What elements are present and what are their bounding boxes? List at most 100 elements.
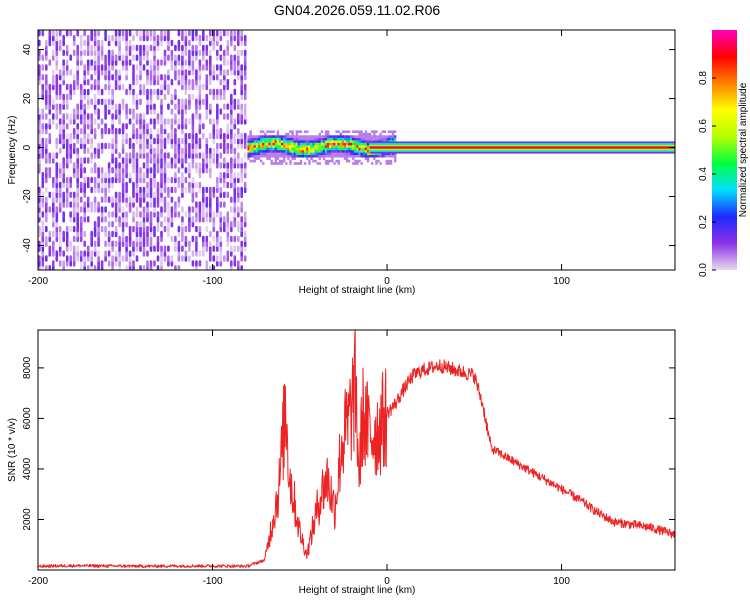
spectrogram-noise-cell: [223, 59, 226, 66]
spectrogram-signal-cell: [297, 145, 301, 148]
spectrogram-noise-cell: [132, 201, 135, 208]
spectrogram-noise-cell: [205, 201, 209, 208]
spectrogram-signal-cell: [293, 135, 296, 138]
spectrogram-noise-cell: [79, 83, 83, 91]
spectrogram-noise-cell: [69, 216, 72, 223]
spectrogram-noise-cell: [111, 221, 114, 228]
spectrogram-noise-cell: [111, 255, 114, 262]
spectrogram-noise-cell: [93, 49, 97, 56]
spectrogram-noise-cell: [114, 167, 118, 174]
spectrogram-noise-cell: [174, 176, 177, 184]
spectrogram-noise-cell: [195, 69, 198, 76]
spectrogram-noise-cell: [76, 132, 79, 140]
spectrogram-noise-cell: [121, 103, 125, 110]
spectrogram-noise-cell: [45, 39, 48, 47]
snr-series-line: [38, 330, 675, 569]
spectrogram-noise-cell: [52, 118, 55, 125]
spectrogram-noise-cell: [79, 137, 83, 145]
spectrogram-noise-cell: [45, 255, 48, 262]
spectrogram-signal-cell: [268, 135, 271, 138]
spectrogram-signal-cell: [385, 154, 388, 158]
spectrogram-signal-cell: [295, 140, 298, 143]
spectrogram-noise-cell: [202, 201, 205, 208]
spectrogram-signal-cell: [260, 159, 263, 163]
spectrogram-noise-cell: [93, 93, 97, 101]
spectrogram-noise-cell: [205, 59, 209, 66]
spectrogram-noise-cell: [230, 123, 233, 130]
spectrogram-noise-cell: [181, 176, 184, 184]
spectrogram-noise-cell: [233, 69, 237, 76]
spectrogram-noise-cell: [111, 181, 114, 189]
spectrogram-noise-cell: [48, 250, 52, 257]
spectrogram-signal-cell: [262, 147, 265, 151]
spectrogram-noise-cell: [181, 181, 184, 189]
spectrogram-signal-cell: [278, 147, 282, 151]
spectrogram-noise-cell: [219, 191, 223, 198]
spectrogram-signal-cell: [381, 135, 384, 138]
spectrogram-noise-cell: [125, 44, 128, 52]
spectrogram-signal-cell: [324, 135, 328, 138]
spectrogram-signal-cell: [337, 159, 340, 163]
spectrogram-noise-cell: [111, 88, 114, 96]
spectrogram-signal-cell: [362, 132, 365, 136]
spectrogram-noise-cell: [223, 103, 226, 110]
spectrogram-noise-cell: [160, 137, 163, 145]
spectrogram-noise-cell: [79, 128, 83, 135]
spectrogram-noise-cell: [181, 245, 184, 252]
spectrogram-noise-cell: [86, 69, 90, 76]
spectrogram-noise-cell: [41, 88, 45, 96]
spectrogram-noise-cell: [205, 196, 209, 203]
spectrogram-noise-cell: [240, 201, 243, 208]
spectrogram-noise-cell: [216, 123, 219, 130]
spectrogram-noise-cell: [209, 69, 212, 76]
spectrogram-noise-cell: [139, 137, 142, 145]
spectrogram-noise-cell: [125, 255, 128, 262]
spectrogram-noise-cell: [198, 142, 202, 150]
spectrogram-noise-cell: [45, 172, 48, 179]
spectrogram-noise-cell: [216, 235, 219, 243]
spectrogram-noise-cell: [212, 157, 216, 164]
spectrogram-noise-cell: [156, 128, 160, 135]
spectrogram-noise-cell: [114, 255, 118, 262]
spectrogram-signal-cell: [297, 130, 301, 133]
spectrogram-noise-cell: [216, 142, 219, 150]
spectrogram-noise-cell: [41, 152, 45, 159]
spectrogram-noise-cell: [72, 118, 76, 125]
spectrogram-noise-cell: [48, 191, 52, 198]
spectrogram-noise-cell: [45, 152, 48, 159]
spectrogram-noise-cell: [237, 211, 240, 218]
spectrogram-noise-cell: [202, 186, 205, 194]
spectrogram-noise-cell: [125, 69, 128, 76]
spectrogram-noise-cell: [132, 181, 135, 189]
spectrogram-noise-cell: [223, 162, 226, 169]
spectrogram-noise-cell: [226, 250, 230, 257]
spectrogram-signal-cell: [283, 152, 286, 155]
spectrogram-noise-cell: [52, 221, 55, 228]
spectrogram-signal-cell: [249, 150, 252, 153]
spectrogram-signal-cell: [278, 145, 282, 148]
spectrogram-noise-cell: [188, 147, 191, 154]
spectrogram-noise-cell: [107, 181, 111, 189]
spectrogram-noise-cell: [41, 74, 45, 81]
spectrogram-signal-cell: [257, 154, 261, 158]
spectrogram-noise-cell: [233, 216, 237, 223]
spectrogram-noise-cell: [170, 255, 174, 262]
spectrogram-noise-cell: [163, 30, 167, 37]
spectrogram-signal-cell: [299, 140, 303, 143]
colorbar: 0.00.20.40.60.8 Normalized spectral ampl…: [698, 30, 749, 277]
spectrogram-noise-cell: [83, 186, 86, 194]
spectrogram-signal-cell: [360, 132, 363, 136]
spectrogram-signal-cell: [316, 137, 319, 141]
spectrogram-noise-cell: [139, 196, 142, 203]
spectrogram-noise-cell: [93, 44, 97, 52]
spectrogram-noise-cell: [202, 211, 205, 218]
spectrogram-noise-cell: [205, 108, 209, 115]
spectrogram-noise-cell: [198, 186, 202, 194]
spectrogram-noise-cell: [128, 206, 132, 213]
spectrogram-noise-cell: [230, 69, 233, 76]
snr-ytick-label: 4000: [22, 457, 33, 480]
spectrogram-noise-cell: [198, 152, 202, 159]
spectrogram-noise-cell: [58, 128, 62, 135]
spectrogram-signal-cell: [327, 130, 330, 133]
